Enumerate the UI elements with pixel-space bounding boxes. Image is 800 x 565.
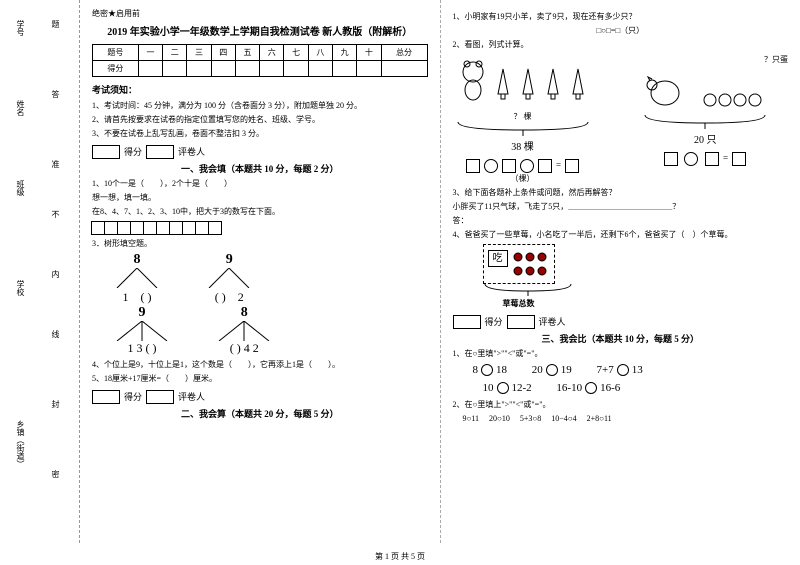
rq1-eq: □○□=□（只） xyxy=(453,25,789,36)
secret-label: 绝密★启用前 xyxy=(92,8,428,19)
q1b: 想一想，填一填。 xyxy=(92,192,428,203)
bear-trees-icon xyxy=(453,54,593,109)
q1c: 在8、4、7、1、2、3、10中，把大于3的数写在下面。 xyxy=(92,206,428,217)
strawberry-fig: 吃 草莓总数 xyxy=(483,244,789,309)
rq2: 2、看图，列式计算。 xyxy=(453,39,789,50)
rater-box-3: 得分 评卷人 xyxy=(453,315,789,329)
cmp-q2: 2、在○里填上">""<"或"="。 xyxy=(453,399,789,410)
rq1: 1、小明家有19只小羊，卖了9只，现在还有多少只？ xyxy=(453,11,789,22)
mark: 内 xyxy=(50,270,61,284)
tree-row-2: 91 3 ( ) 8( ) 4 2 xyxy=(92,305,428,356)
q1: 1、10个一是（ ），2个十是（ ） xyxy=(92,178,428,189)
page-footer: 第 1 页 共 5 页 xyxy=(0,551,800,562)
mark: 题 xyxy=(50,20,61,34)
cmp-q1: 1、在○里填">""<"或"="。 xyxy=(453,348,789,359)
rater-box-2: 得分 评卷人 xyxy=(92,390,428,404)
tree-row-1: 81 ( ) 9( ) 2 xyxy=(92,252,428,305)
mark: 不 xyxy=(50,210,61,224)
rq4: 4、爸爸买了一些草莓，小名吃了一半后，还剩下6个，爸爸买了（ ）个草莓。 xyxy=(453,229,789,240)
rq3: 3、给下面各题补上条件或问题，然后再解答？ xyxy=(453,187,789,198)
notice-3: 3、不要在试卷上乱写乱画，卷面不整洁扣 3 分。 xyxy=(92,128,428,139)
rq3b: 小胖买了11只气球，飞走了5只，＿＿＿＿＿＿＿＿＿＿＿＿＿？ xyxy=(453,201,789,212)
section-1: 一、我会填（本题共 10 分，每题 2 分） xyxy=(92,162,428,175)
hen-chicks-icon xyxy=(640,65,770,113)
answer-grid xyxy=(92,221,428,235)
notice-2: 2、请首先按要求在试卷的指定位置填写您的姓名、班级、学号。 xyxy=(92,114,428,125)
cmp-row1: 818 2019 7+713 xyxy=(453,363,789,378)
field-school: 学校 xyxy=(15,280,26,296)
mark: 准 xyxy=(50,160,61,174)
notice-heading: 考试须知： xyxy=(92,83,428,96)
cmp2-row: 9○11 20○10 5+3○8 10−4○4 2+8○11 xyxy=(453,413,789,424)
section-3: 三、我会比（本题共 10 分，每题 5 分） xyxy=(453,332,789,345)
field-class: 班级 xyxy=(15,180,26,196)
section-2: 二、我会算（本题共 20 分，每题 5 分） xyxy=(92,407,428,420)
mark: 封 xyxy=(50,400,61,414)
q5: 5、18厘米+17厘米=（ ）厘米。 xyxy=(92,373,428,384)
paper-title: 2019 年实验小学一年级数学上学期自我检测试卷 新人教版（附解析） xyxy=(92,23,428,38)
ans: 答： xyxy=(453,215,789,226)
field-town: 乡镇（街道） xyxy=(15,420,26,468)
q4: 4、个位上是9，十位上是1，这个数是（ ），它再添上1是（ ）。 xyxy=(92,359,428,370)
q2h: 3．树形填空题。 xyxy=(92,238,428,249)
mark: 密 xyxy=(50,470,61,484)
mark: 线 xyxy=(50,330,61,344)
cmp-row2: 1012-2 16-1016-6 xyxy=(453,381,789,396)
figures: ？ 棵 38 棵 = （棵） ？只蛋 20 只 = xyxy=(453,54,789,184)
rater-box: 得分 评卷人 xyxy=(92,145,428,159)
notice-1: 1、考试时间：45 分钟，满分为 100 分（含卷面分 3 分），附加题单独 2… xyxy=(92,100,428,111)
mark: 答 xyxy=(50,90,61,104)
score-table: 题号一二三四五六七八九十总分 得分 xyxy=(92,44,428,77)
field-id: 学号 xyxy=(15,20,26,36)
field-name: 姓名 xyxy=(15,100,26,116)
